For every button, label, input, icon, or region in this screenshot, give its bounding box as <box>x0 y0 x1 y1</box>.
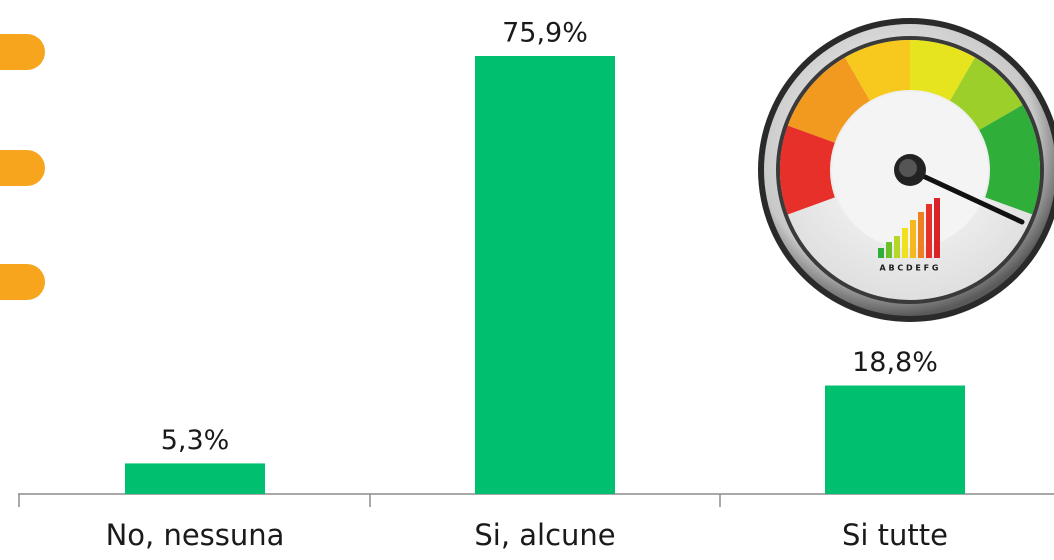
bar <box>125 463 265 494</box>
x-tick-label: No, nessuna <box>106 518 285 552</box>
gauge-label: A B C D E F G <box>879 264 938 273</box>
gauge-bars <box>878 198 940 258</box>
x-tick-label: Si, alcune <box>474 518 615 552</box>
x-axis <box>18 493 1054 507</box>
gauge-image: A B C D E F G <box>758 18 1054 322</box>
value-label: 5,3% <box>161 425 230 456</box>
x-tick-label: Si tutte <box>842 518 948 552</box>
value-label: 18,8% <box>852 347 938 378</box>
bar <box>825 385 965 494</box>
value-label: 75,9% <box>502 18 588 49</box>
bar <box>475 56 615 494</box>
decoration <box>0 34 45 300</box>
